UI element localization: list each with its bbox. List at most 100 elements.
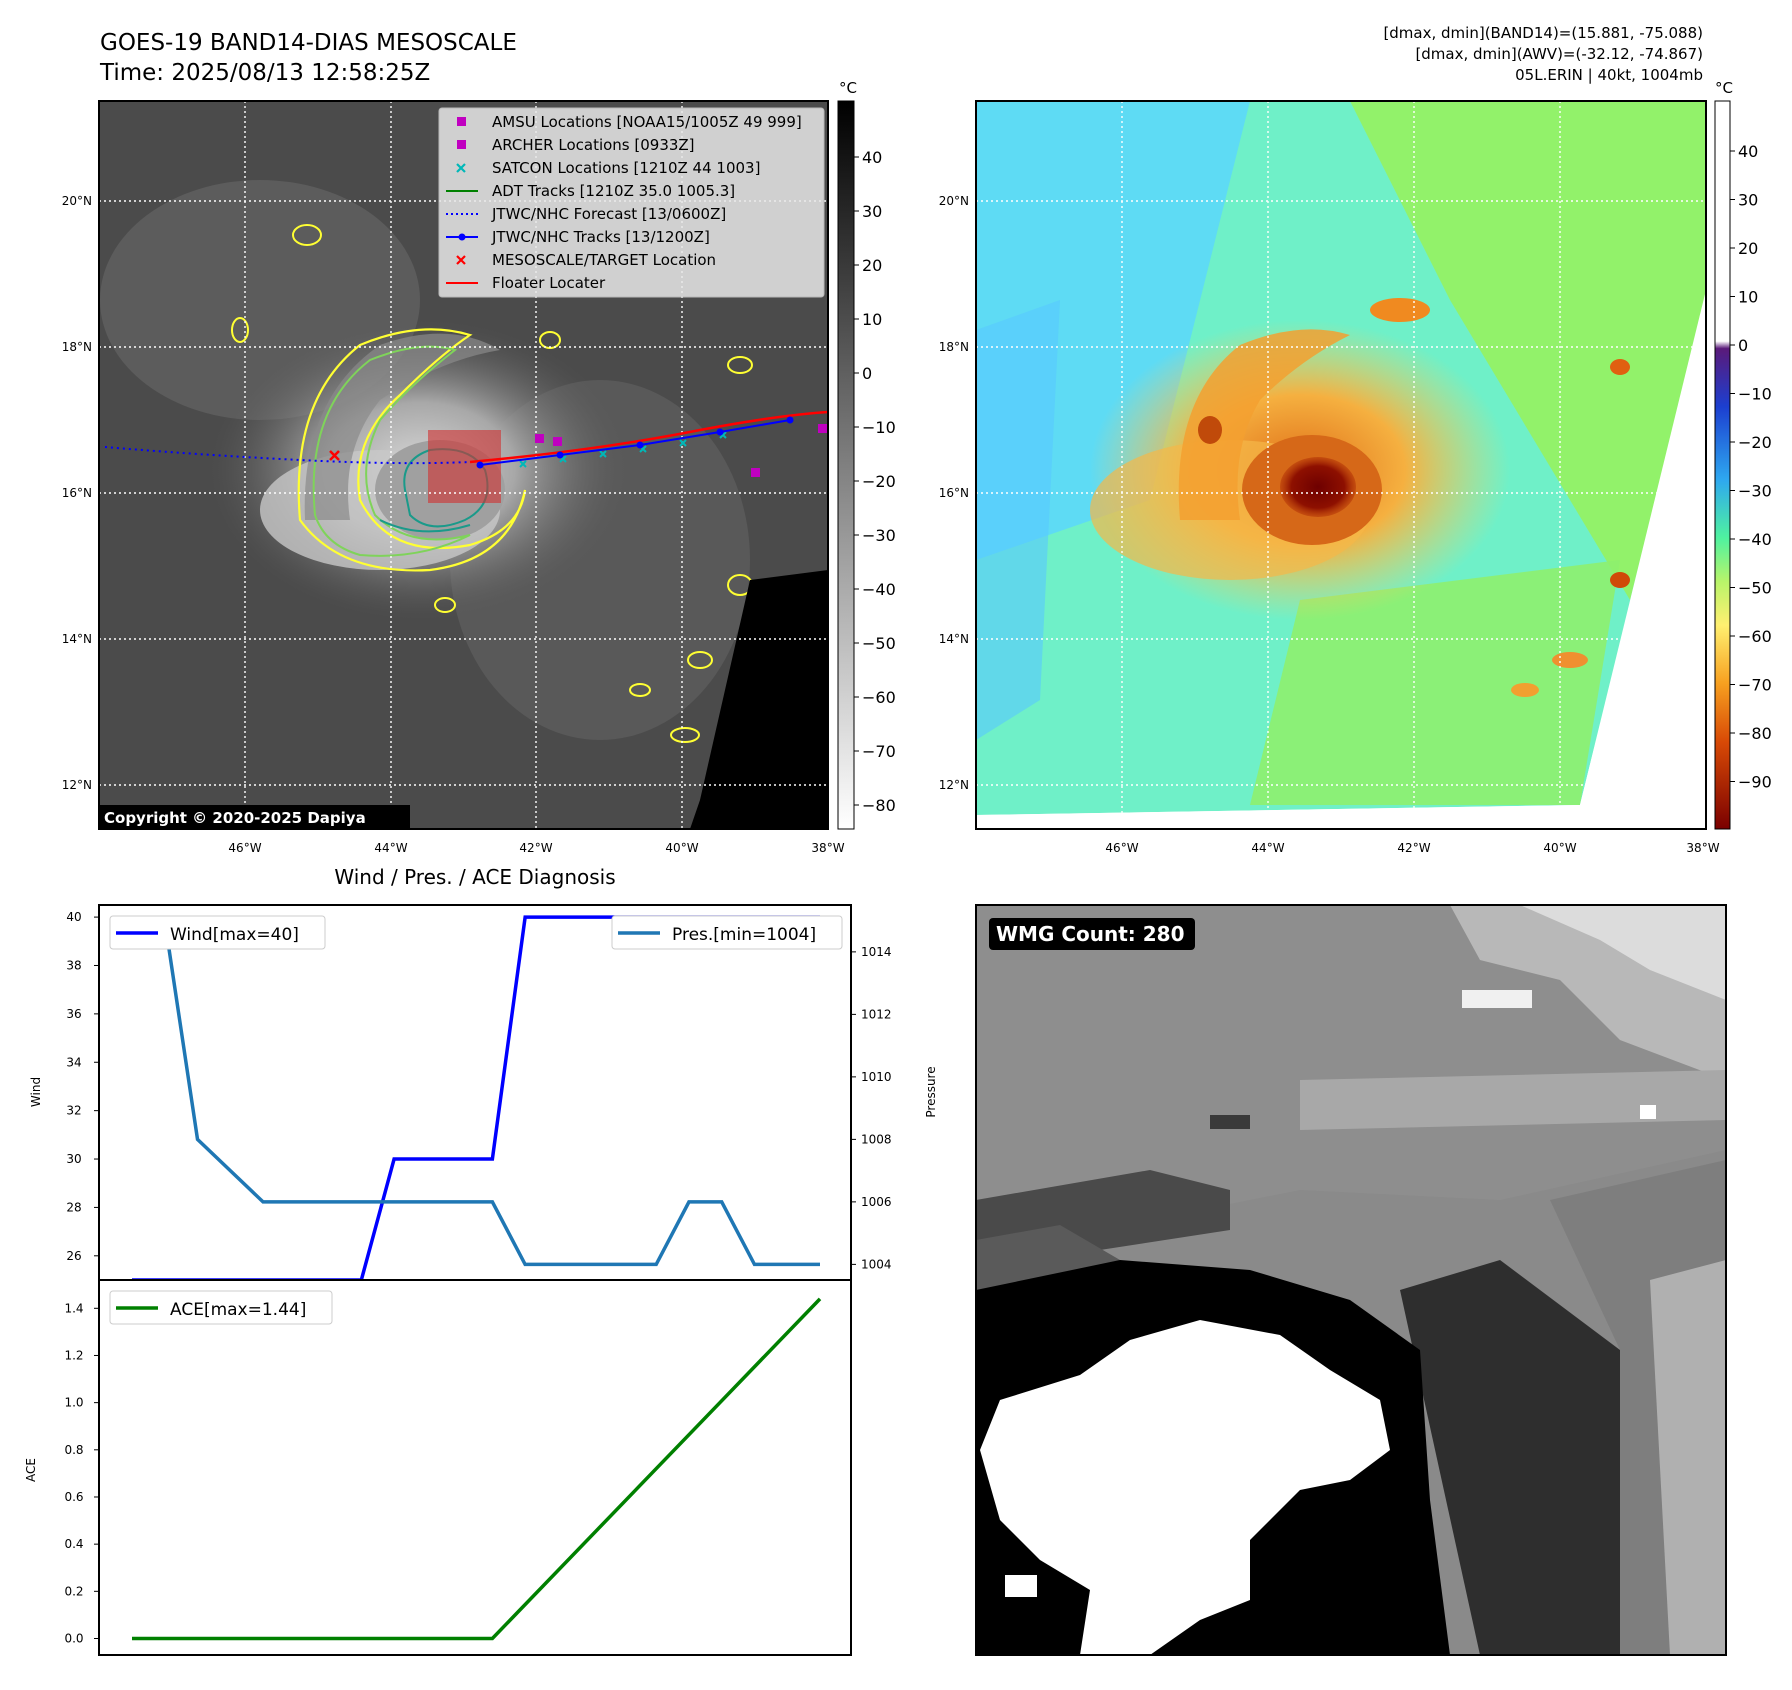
wind-y-tick-label: 28 (66, 1200, 81, 1214)
ace-y-tick-label: 0.0 (64, 1631, 83, 1645)
ace-y-tick-label: 1.4 (64, 1301, 83, 1315)
colorbar-tick-label: 0 (1738, 336, 1748, 355)
lon-label: 38°W (1686, 841, 1719, 855)
amsu-archer-markers (535, 424, 827, 477)
legend-item: MESOSCALE/TARGET Location (456, 251, 716, 269)
colorbar-tick-label: 0 (862, 364, 872, 383)
off-disk-region (690, 300, 828, 829)
legend-item: AMSU Locations [NOAA15/1005Z 49 999] (457, 113, 802, 131)
title-line-2: Time: 2025/08/13 12:58:25Z (99, 60, 430, 86)
lon-label: 38°W (811, 841, 844, 855)
colorbar-unit: °C (1715, 79, 1733, 97)
legend-item: ARCHER Locations [0933Z] (457, 136, 695, 154)
colorbar-tick-label: −90 (1738, 773, 1772, 792)
dias-map-lat-labels: 20°N 18°N 16°N 14°N 12°N (939, 194, 969, 792)
contour-green (312, 345, 471, 557)
lon-label: 42°W (1397, 841, 1430, 855)
colorbar-tick-label: 20 (862, 256, 882, 275)
pressure-y-tick-label: 1008 (861, 1132, 892, 1146)
legend-x-marker (456, 163, 466, 173)
colorbar-tick-label: −40 (1738, 530, 1772, 549)
nhc-track-points (476, 416, 794, 469)
lat-label: 20°N (62, 194, 92, 208)
pressure-series-line (132, 918, 820, 1267)
target-location-marker (329, 450, 340, 461)
colorbar-tick-label: −60 (1738, 627, 1772, 646)
legend-label: SATCON Locations [1210Z 44 1003] (492, 159, 760, 177)
legend-item: ADT Tracks [1210Z 35.0 1005.3] (446, 182, 735, 200)
ace-chart: ACE 0.0 0.2 0.4 0.6 0.8 1.0 1.2 1.4 ACE[max=1.4… (24, 1279, 852, 1656)
forecast-track (104, 446, 471, 465)
colorbar-tick-label: 40 (862, 148, 882, 167)
ace-y-tick-label: 0.6 (64, 1490, 83, 1504)
wind-legend: Wind[max=40] (109, 915, 326, 950)
colorbar-tick-label: −30 (862, 526, 896, 545)
floater-box (428, 430, 501, 503)
copyright-badge (98, 805, 410, 830)
ace-legend: ACE[max=1.44] (109, 1290, 333, 1325)
wmg-panel: WMG Count: 280 (975, 904, 1727, 1656)
wind-y-tick-label: 38 (66, 958, 81, 972)
colorbar-tick-label: 10 (1738, 288, 1758, 307)
floater-locater-line (469, 410, 828, 464)
colorbar-tick-label: −80 (862, 796, 896, 815)
lat-label: 18°N (939, 340, 969, 354)
lon-label: 46°W (228, 841, 261, 855)
ir-map-lon-labels: 46°W 44°W 42°W 40°W 38°W (228, 841, 844, 855)
colorbar-tick-label: −10 (1738, 385, 1772, 404)
ace-axis-label: ACE (24, 1458, 38, 1482)
colorbar-tick-label: −70 (1738, 676, 1772, 695)
dias-colorbar: °C 40 30 20 10 0 −10 −20 −30 −40 −50 −60 −70 −80 −90 (1714, 79, 1772, 830)
contour-yellow (297, 328, 527, 572)
pressure-legend-label: Pres.[min=1004] (672, 925, 816, 945)
colorbar-tick-label: −20 (1738, 433, 1772, 452)
ir-map-imagery (99, 101, 828, 829)
lat-label: 12°N (62, 778, 92, 792)
dias-map-grid (976, 101, 1706, 829)
wind-y-tick-label: 30 (66, 1152, 81, 1166)
wind-y-tick-label: 26 (66, 1249, 81, 1263)
wind-y-tick-label: 36 (66, 1007, 81, 1021)
stats-line-3: 05L.ERIN | 40kt, 1004mb (1515, 66, 1703, 84)
ace-series-line (132, 1297, 822, 1641)
legend-label: ADT Tracks [1210Z 35.0 1005.3] (492, 182, 735, 200)
legend-dot (458, 233, 466, 241)
diagnosis-title: Wind / Pres. / ACE Diagnosis (334, 865, 615, 889)
lat-label: 16°N (939, 486, 969, 500)
ace-y-tick-label: 0.4 (64, 1537, 83, 1551)
wind-y-tick-label: 32 (66, 1104, 81, 1118)
pressure-y-tick-label: 1006 (861, 1195, 892, 1209)
ir-map-lat-labels: 20°N 18°N 16°N 14°N 12°N (62, 194, 92, 792)
legend-item: JTWC/NHC Forecast [13/0600Z] (446, 205, 726, 223)
colorbar-tick-label: −20 (862, 472, 896, 491)
pressure-axis-label: Pressure (924, 1066, 938, 1117)
legend-item: JTWC/NHC Tracks [13/1200Z] (446, 228, 710, 246)
legend-square-marker (457, 117, 466, 126)
colorbar-tick-label: −40 (862, 580, 896, 599)
pressure-legend: Pres.[min=1004] (611, 915, 843, 950)
ace-legend-label: ACE[max=1.44] (170, 1300, 306, 1320)
ir-colorbar: °C 40 30 20 10 0 −10 −20 −30 −40 −50 −60 −70 −80 (837, 79, 896, 830)
ace-y-tick-label: 1.0 (64, 1396, 83, 1410)
legend-square-marker (457, 140, 466, 149)
lon-label: 40°W (1543, 841, 1576, 855)
legend-label: JTWC/NHC Forecast [13/0600Z] (491, 205, 726, 223)
colorbar-tick-label: 30 (1738, 191, 1758, 210)
colorbar-tick-label: −30 (1738, 482, 1772, 501)
lat-label: 14°N (939, 632, 969, 646)
copyright-text: Copyright © 2020-2025 Dapiya (104, 809, 366, 827)
lat-label: 12°N (939, 778, 969, 792)
dias-map-panel: 20°N 18°N 16°N 14°N 12°N 46°W 44°W 42°W … (939, 100, 1720, 855)
lat-label: 16°N (62, 486, 92, 500)
lon-label: 42°W (519, 841, 552, 855)
wind-axis-label: Wind (29, 1077, 43, 1107)
ace-y-tick-label: 1.2 (64, 1348, 83, 1362)
colorbar-tick-label: −50 (1738, 579, 1772, 598)
colorbar-tick-label: −80 (1738, 724, 1772, 743)
colorbar-tick-label: 40 (1738, 142, 1758, 161)
map-legend: AMSU Locations [NOAA15/1005Z 49 999] ARCH… (438, 107, 825, 298)
lon-label: 40°W (665, 841, 698, 855)
pressure-y-tick-label: 1012 (861, 1007, 892, 1021)
colorbar-tick-label: −50 (862, 634, 896, 653)
colorbar-unit: °C (839, 79, 857, 97)
